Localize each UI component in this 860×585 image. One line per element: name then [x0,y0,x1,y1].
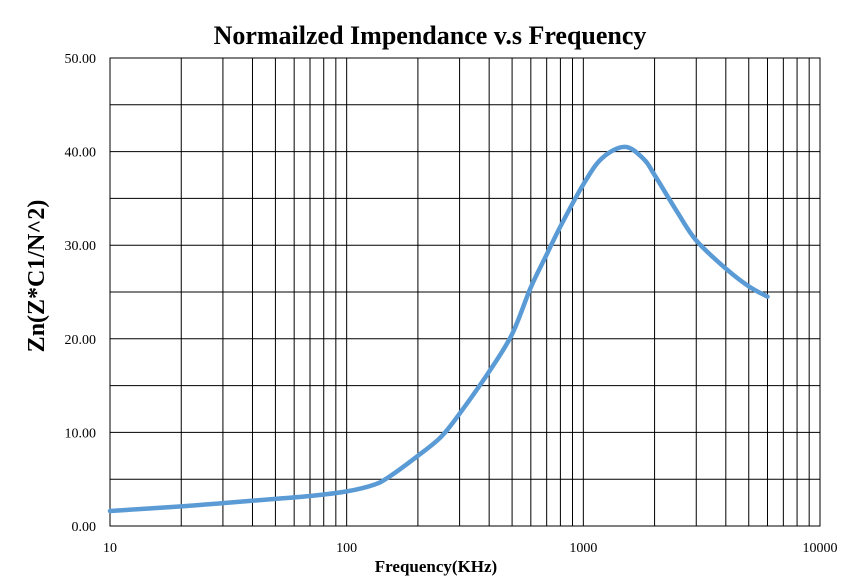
y-tick-label: 50.00 [65,52,97,67]
y-tick-label: 30.00 [65,239,97,254]
x-axis-label: Frequency(KHz) [375,557,497,576]
y-tick-label: 40.00 [65,146,97,161]
x-tick-label: 1000 [569,541,597,556]
x-tick-label: 100 [336,541,357,556]
y-tick-label: 20.00 [65,333,97,348]
x-axis-tick-labels: 10 100 1000 10000 [103,541,838,556]
y-axis-label: Zn(Z*C1/N^2) [24,200,50,353]
y-tick-label: 10.00 [65,426,97,441]
plot-area-border [109,57,821,527]
x-tick-label: 10 [103,541,117,556]
y-tick-label: 0.00 [72,520,97,535]
chart-title: Normailzed Impendance v.s Frequency [214,21,647,50]
y-axis-tick-labels: 0.00 10.00 20.00 30.00 40.00 50.00 [65,52,97,535]
series-group [107,144,770,514]
x-tick-label: 10000 [803,541,838,556]
grid-lines [109,57,820,527]
series-line-0 [107,144,770,514]
